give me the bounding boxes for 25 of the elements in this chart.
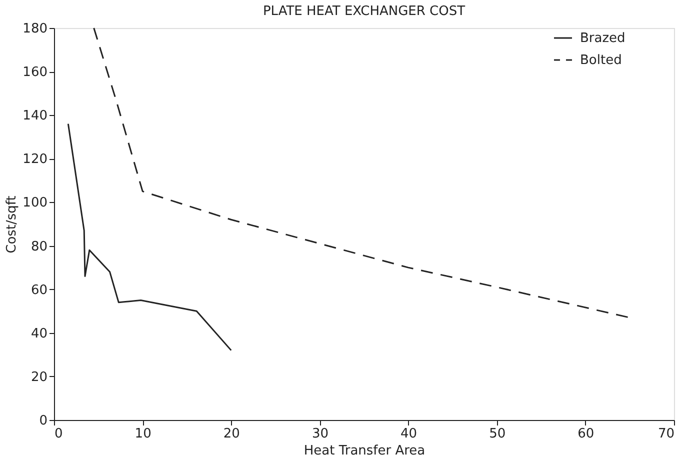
x-tick-label: 30 xyxy=(312,426,328,442)
y-tick-label: 180 xyxy=(22,22,48,36)
legend-label: Bolted xyxy=(580,53,622,68)
y-tick-label: 40 xyxy=(30,326,48,342)
y-tick-label: 100 xyxy=(22,196,48,211)
x-tick-label: 10 xyxy=(134,426,152,442)
x-axis-title: Heat Transfer Area xyxy=(304,444,426,458)
x-tick-label: 20 xyxy=(223,426,240,442)
x-tick-label: 0 xyxy=(54,426,63,442)
x-tick-label: 70 xyxy=(658,426,674,442)
chart-title: PLATE HEAT EXCHANGER COST xyxy=(262,4,466,19)
y-tick-label: 140 xyxy=(22,108,48,124)
x-tick-label: 60 xyxy=(578,426,594,442)
line-series xyxy=(67,123,232,352)
y-tick-label: 60 xyxy=(30,282,48,298)
x-tick-label: 50 xyxy=(489,426,506,442)
y-axis-title: Cost/sqft xyxy=(4,196,20,254)
y-tick-label: 80 xyxy=(30,239,48,254)
x-tick-label: 40 xyxy=(400,426,418,442)
line-series xyxy=(93,27,630,318)
y-tick-label: 0 xyxy=(39,414,48,428)
y-tick-label: 20 xyxy=(30,370,48,385)
legend-label: Brazed xyxy=(580,31,626,46)
y-tick-label: 120 xyxy=(22,152,48,168)
y-tick-label: 160 xyxy=(22,65,48,80)
